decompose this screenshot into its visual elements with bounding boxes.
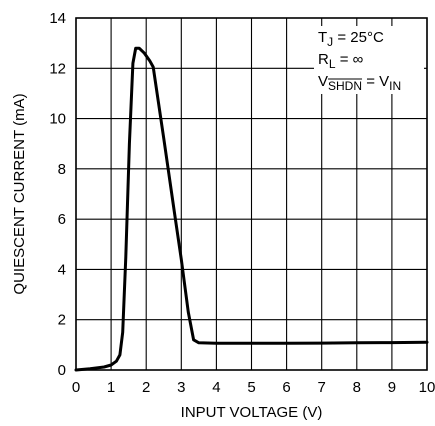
- annotation-line: TJ = 25°C: [318, 29, 384, 49]
- y-tick-label: 8: [58, 161, 66, 178]
- x-tick-label: 1: [107, 379, 115, 396]
- y-tick-label: 6: [58, 211, 66, 228]
- x-axis-title: INPUT VOLTAGE (V): [181, 404, 323, 421]
- x-tick-label: 5: [247, 379, 255, 396]
- annotation-background: [314, 26, 424, 94]
- quiescent-current-curve: [74, 46, 429, 372]
- x-tick-labels: 0 1 2 3 4 5 6 7 8 9 10: [72, 379, 435, 396]
- x-tick-label: 3: [177, 379, 185, 396]
- x-tick-label: 7: [318, 379, 326, 396]
- y-tick-label: 0: [58, 362, 66, 379]
- y-tick-label: 4: [58, 261, 66, 278]
- x-tick-label: 6: [282, 379, 290, 396]
- x-tick-label: 2: [142, 379, 150, 396]
- y-tick-labels: 0 2 4 6 8 10 12 14: [49, 10, 66, 379]
- plot-frame: [75, 17, 428, 371]
- x-tick-label: 4: [212, 379, 220, 396]
- annotation-line: VSHDN = VIN: [318, 73, 401, 93]
- conditions-annotation: TJ = 25°CRL = ∞VSHDN = VIN: [318, 29, 401, 93]
- x-tick-label: 0: [72, 379, 80, 396]
- x-tick-label: 10: [419, 379, 435, 396]
- y-tick-label: 12: [49, 60, 66, 77]
- y-tick-label: 14: [49, 10, 66, 27]
- y-axis-title: QUIESCENT CURRENT (mA): [11, 93, 28, 294]
- x-tick-label: 9: [388, 379, 396, 396]
- y-tick-label: 10: [49, 111, 66, 128]
- annotation-line: RL = ∞: [318, 51, 364, 71]
- x-tick-label: 8: [353, 379, 361, 396]
- y-tick-label: 2: [58, 312, 66, 329]
